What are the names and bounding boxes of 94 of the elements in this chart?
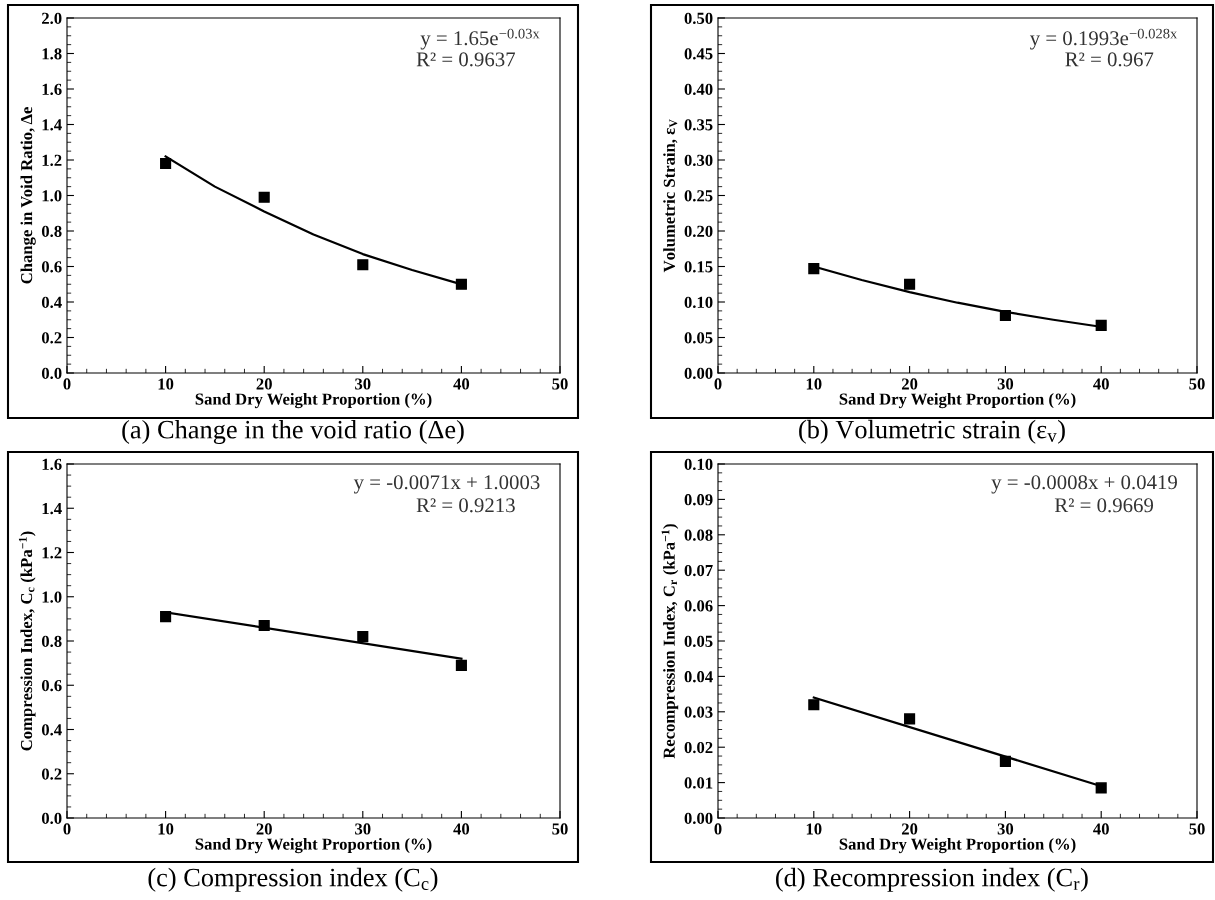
y-tick-label: 0.08 [684,529,713,541]
x-tick-label: 0 [714,823,722,835]
point [808,699,820,711]
x-tick-label: 30 [355,378,371,390]
x-tick-label: 10 [158,823,174,835]
point [160,157,172,170]
x-tick-label: 10 [158,378,174,390]
y-tick-label: 0.2 [41,768,62,780]
y-tick-label: 0.06 [684,600,713,612]
x-tick-label: 30 [997,378,1014,390]
y-tick-label: 0.00 [684,367,713,380]
y-tick-label: 0.0 [41,812,62,825]
annotation: y = -0.0008x + 0.0419 [991,475,1177,494]
y-tick-label: 0.8 [41,635,62,648]
y-tick-label: 0.30 [684,154,713,167]
y-tick-label: 0.20 [684,225,713,238]
x-tick-label: 30 [997,823,1014,835]
y-tick-label: 0.4 [41,724,62,736]
y-axis-title: Volumetric Strain, ε$_{V}$ [663,119,678,273]
point [357,631,369,643]
x-tick-label: 10 [806,823,822,835]
y-tick-label: 0.0 [41,367,62,380]
point [455,659,467,671]
x-axis-title: Sand Dry Weight Proportion (%) [839,837,1076,854]
y-tick-label: 0.2 [41,332,62,344]
x-tick-label: 50 [552,378,568,390]
annotation: R² = 0.9669 [1054,498,1154,513]
x-axis-title: Sand Dry Weight Proportion (%) [195,837,432,854]
text: (b) Volumetric strain (ε$_{v}$) [799,419,1065,444]
x-tick-label: 10 [806,378,822,390]
y-tick-label: 0.02 [684,741,713,754]
x-tick-label: 50 [552,823,568,835]
y-tick-label: 0.03 [684,706,713,718]
y-tick-label: 0.45 [684,48,713,60]
y-tick-label: 0.15 [684,261,713,273]
y-tick-label: 1.6 [42,458,62,471]
y-tick-label: 0.05 [684,332,713,344]
annotation: y = 0.1993e$^{−0.028x}$ [1029,28,1178,50]
y-axis-title: Change in Void Ratio, Δe [20,107,36,284]
x-tick-label: 0 [714,378,722,390]
point [258,191,270,203]
y-tick-label: 0.25 [684,190,713,202]
point [357,259,369,271]
y-tick-label: 0.09 [684,494,713,506]
text: (c) Compression index (C$_{c}$) [148,867,438,892]
point [904,713,916,725]
x-tick-label: 20 [901,378,918,390]
y-tick-label: 0.07 [684,564,713,577]
y-tick-label: 1.4 [42,503,62,515]
annotation: R² = 0.967 [1065,52,1154,67]
x-tick-label: 50 [1189,378,1205,390]
y-tick-label: 1.6 [42,83,62,96]
y-tick-label: 0.8 [41,225,62,238]
text: (d) Recompression index (C$_{r}$) [776,867,1088,892]
point [904,278,916,290]
y-tick-label: 0.40 [684,83,713,96]
x-axis-title: Sand Dry Weight Proportion (%) [195,392,432,409]
x-tick-label: 0 [63,378,71,390]
annotation: R² = 0.9213 [416,498,515,513]
y-tick-label: 0.10 [684,458,713,471]
x-tick-label: 40 [1093,823,1109,835]
x-tick-label: 30 [355,823,371,835]
x-tick-label: 40 [453,378,470,390]
y-tick-label: 0.01 [684,777,713,789]
y-tick-label: 1.2 [42,547,62,559]
y-tick-label: 0.6 [41,261,62,273]
y-axis-title: Compression Index, C$_{c}$ (kPa$^{−1}$) [18,531,36,751]
x-tick-label: 0 [63,823,71,835]
annotation: y = 1.65e$^{−0.03x}$ [420,28,540,50]
x-axis-title: Sand Dry Weight Proportion (%) [839,392,1076,409]
y-tick-label: 1.4 [42,119,62,131]
x-tick-label: 20 [901,823,918,835]
y-tick-label: 0.35 [684,119,713,131]
annotation: R² = 0.9637 [416,52,516,67]
x-tick-label: 50 [1189,823,1205,835]
y-tick-label: 0.4 [41,296,62,309]
y-tick-label: 0.04 [684,671,713,683]
x-tick-label: 20 [256,378,272,390]
y-tick-label: 1.0 [42,591,62,603]
x-tick-label: 40 [453,823,470,835]
x-tick-label: 20 [256,823,272,835]
y-tick-label: 0.05 [684,635,713,648]
y-tick-label: 0.00 [684,812,713,825]
y-tick-label: 1.8 [42,48,62,60]
y-tick-label: 2.0 [42,12,62,25]
text: (a) Change in the void ratio (Δe) [122,420,464,444]
y-tick-label: 1.2 [42,154,62,167]
x-tick-label: 40 [1093,378,1109,390]
y-axis-title: Recompression Index, C$_{r}$ (kPa$^{−1}$) [661,524,679,759]
y-tick-label: 1.0 [42,190,62,202]
y-tick-label: 0.6 [41,679,62,692]
y-tick-label: 0.10 [684,296,713,309]
y-tick-label: 0.50 [684,12,713,25]
annotation: y = -0.0071x + 1.0003 [353,475,540,494]
